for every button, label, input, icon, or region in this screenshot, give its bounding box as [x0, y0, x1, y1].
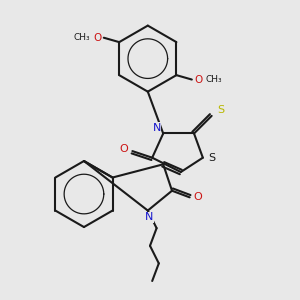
Text: CH₃: CH₃ [206, 75, 222, 84]
Text: N: N [145, 212, 153, 222]
Text: N: N [152, 123, 161, 133]
Text: S: S [217, 105, 224, 116]
Text: S: S [208, 153, 215, 163]
Text: CH₃: CH₃ [74, 33, 90, 42]
Text: O: O [193, 192, 202, 202]
Text: O: O [194, 74, 202, 85]
Text: O: O [93, 33, 101, 43]
Text: O: O [119, 144, 128, 154]
